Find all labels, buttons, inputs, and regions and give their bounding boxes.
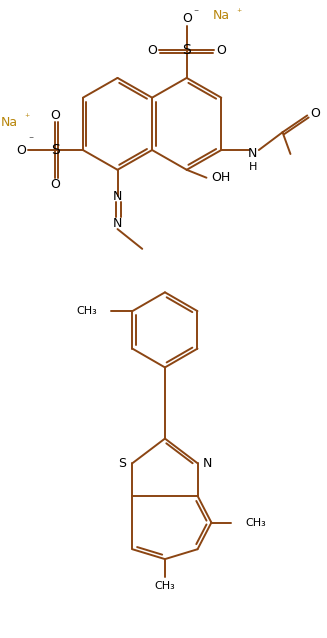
Text: CH₃: CH₃ [76,306,97,316]
Text: N: N [248,147,258,161]
Text: ⁺: ⁺ [24,114,29,123]
Text: N: N [113,190,122,203]
Text: Na: Na [213,9,230,22]
Text: O: O [16,144,26,156]
Text: O: O [147,44,157,57]
Text: S: S [118,457,127,470]
Text: O: O [50,178,60,191]
Text: O: O [216,44,226,57]
Text: ⁻: ⁻ [28,135,33,145]
Text: CH₃: CH₃ [155,581,175,591]
Text: CH₃: CH₃ [245,517,266,528]
Text: ⁺: ⁺ [236,8,242,18]
Text: S: S [182,43,191,57]
Text: O: O [50,109,60,122]
Text: S: S [51,143,60,157]
Text: ⁻: ⁻ [193,9,198,19]
Text: O: O [182,12,192,25]
Text: N: N [113,217,122,230]
Text: H: H [249,162,257,172]
Text: O: O [310,107,320,120]
Text: N: N [203,457,212,470]
Text: Na: Na [0,116,17,129]
Text: OH: OH [211,171,231,184]
